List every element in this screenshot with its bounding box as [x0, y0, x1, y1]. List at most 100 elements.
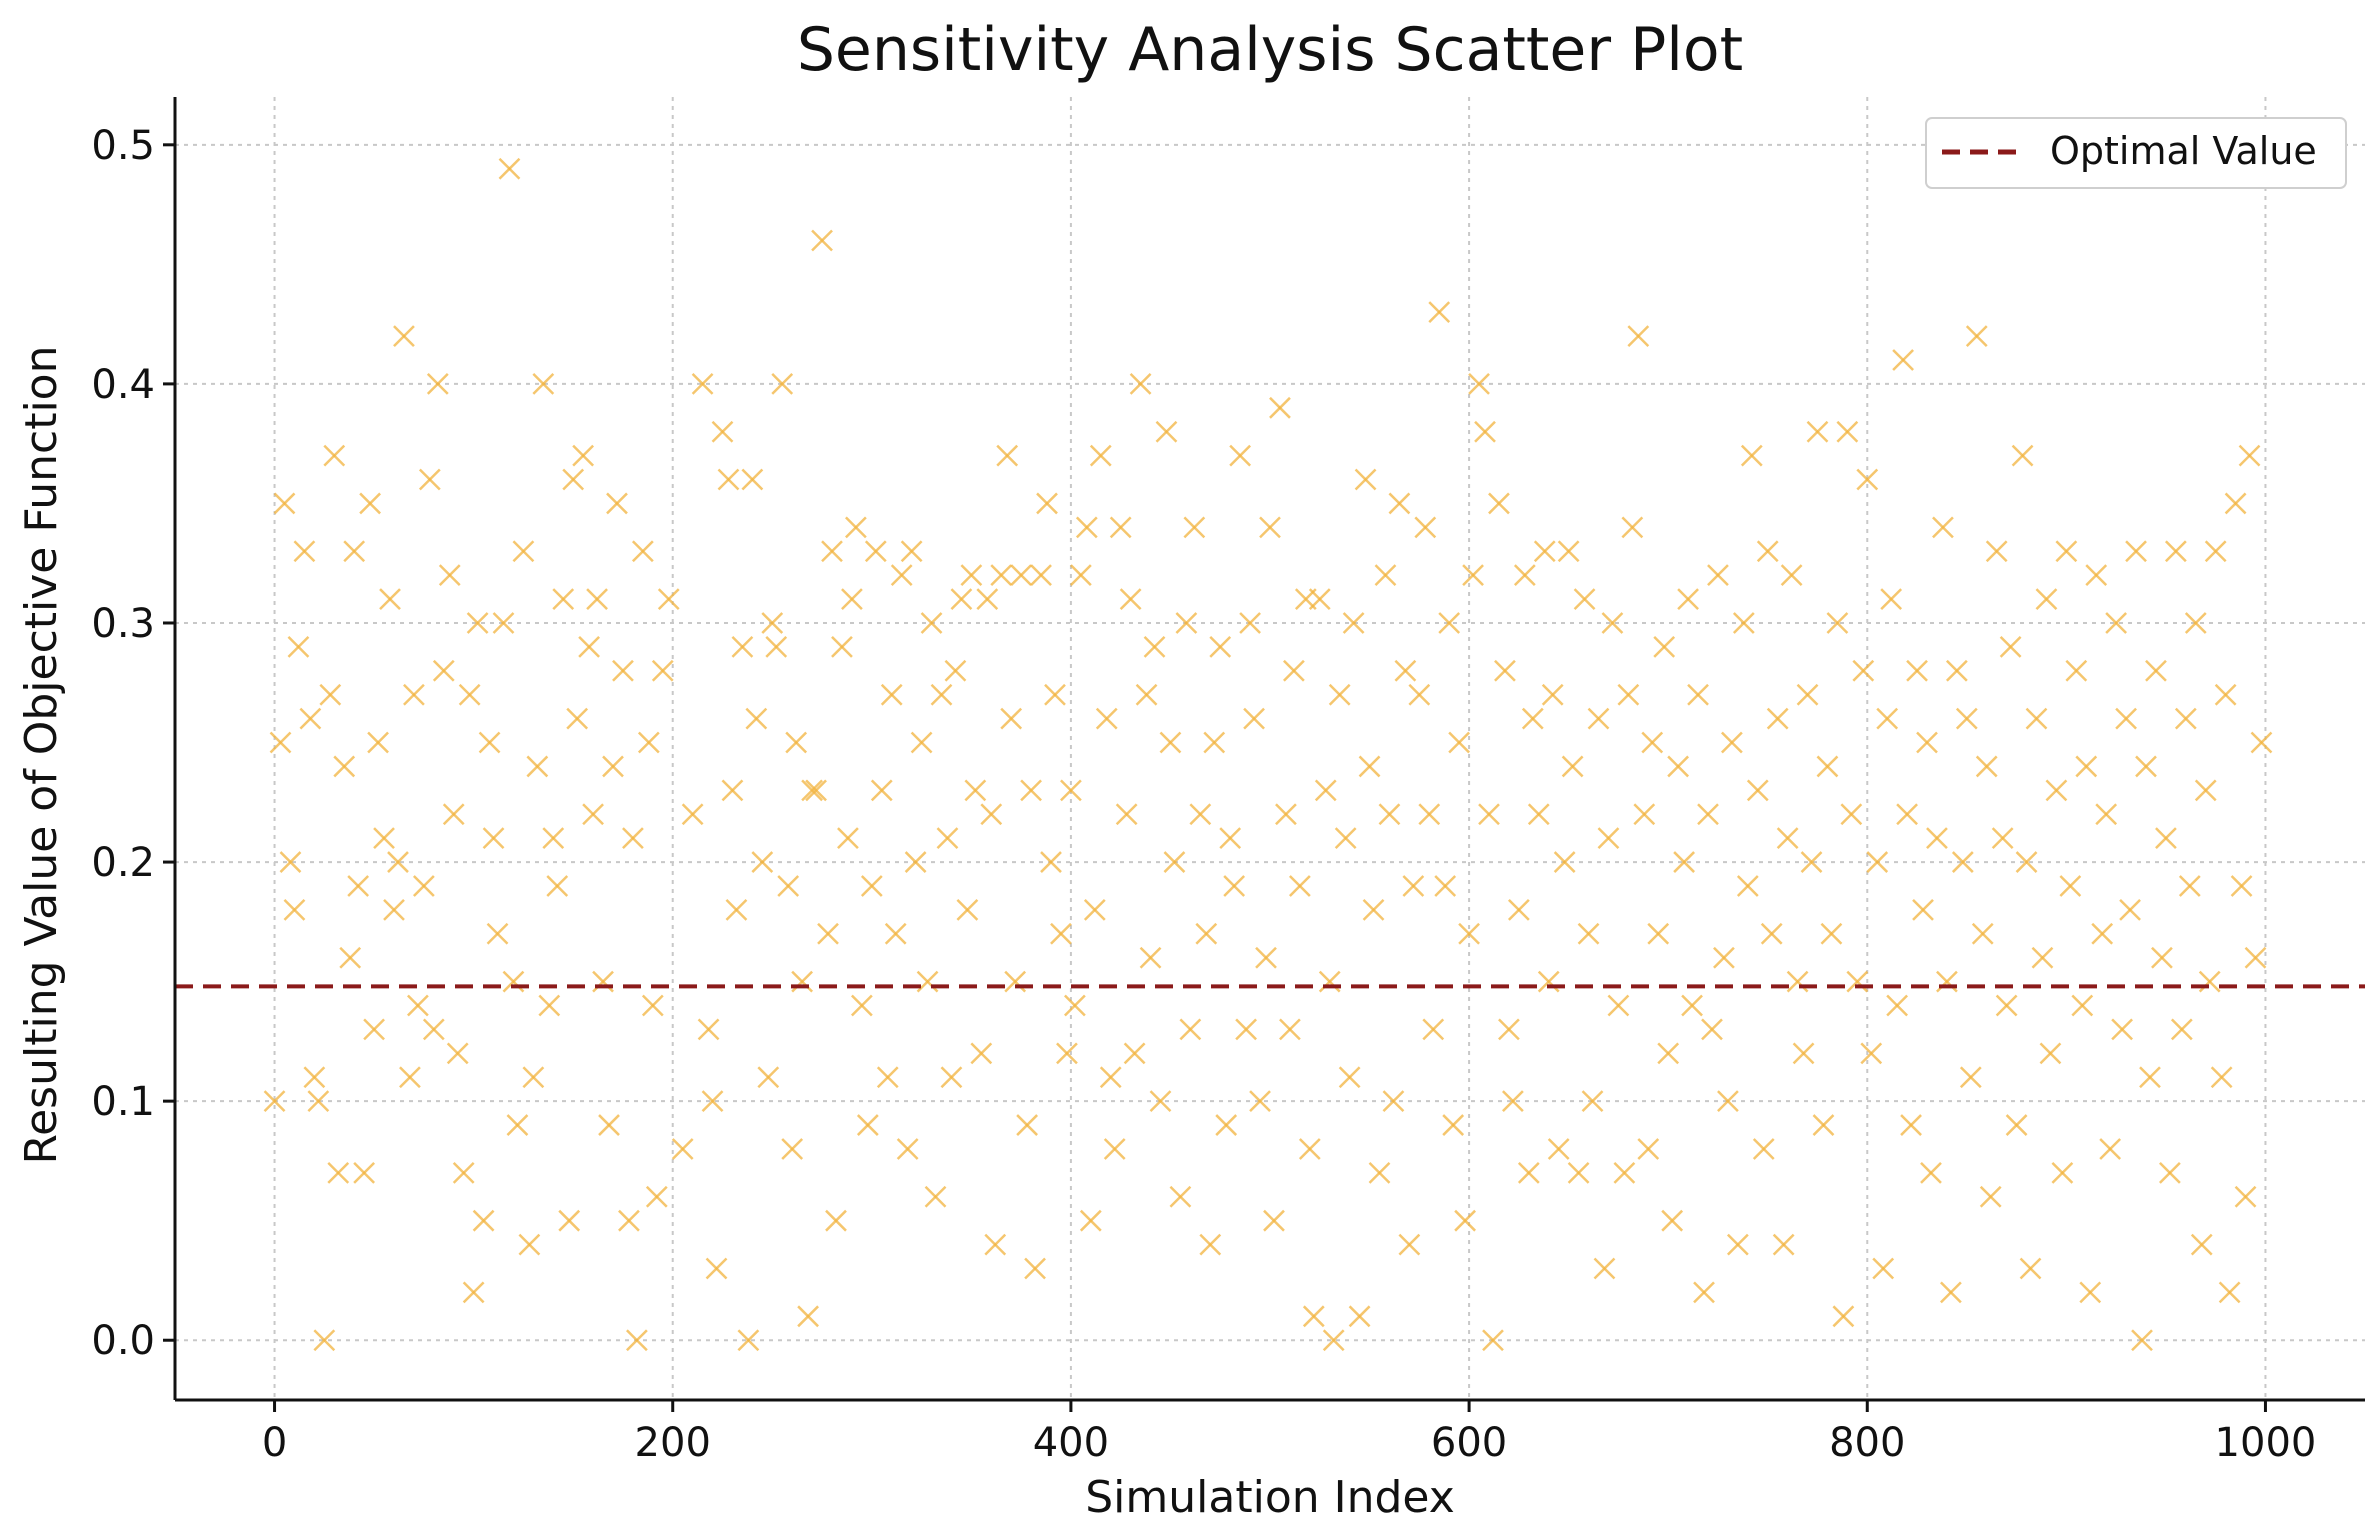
scatter-point	[498, 157, 521, 180]
scatter-point	[1547, 1138, 1570, 1160]
scatter-point	[582, 803, 604, 826]
scatter-point	[1394, 659, 1417, 682]
scatter-point	[2151, 946, 2173, 969]
scatter-point	[2019, 1257, 2042, 1280]
scatter-point	[1362, 898, 1385, 921]
scatter-point	[618, 1209, 640, 1232]
scatter-point	[1587, 707, 1610, 730]
scatter-point	[1965, 325, 1988, 347]
scatter-point	[777, 875, 800, 897]
scatter-point	[2051, 1161, 2074, 1184]
scatter-point	[2145, 659, 2167, 682]
scatter-point	[671, 1138, 694, 1160]
scatter-point	[1283, 659, 1305, 682]
scatter-point	[363, 1018, 385, 1041]
scatter-point	[856, 1114, 879, 1136]
scatter-point	[2218, 1281, 2241, 1304]
scatter-point	[1209, 636, 1232, 658]
scatter-point	[1103, 1138, 1126, 1160]
scatter-point	[1079, 1209, 1102, 1232]
scatter-point	[717, 468, 740, 491]
scatter-point	[1557, 540, 1580, 563]
scatter-point	[2085, 564, 2108, 587]
scatter-point	[1488, 492, 1510, 515]
scatter-point	[1334, 827, 1357, 850]
y-tick-label: 0.4	[91, 362, 155, 408]
scatter-point	[1428, 301, 1451, 324]
scatter-point	[1169, 1185, 1192, 1208]
scatter-point	[506, 1114, 529, 1136]
scatter-point	[1707, 564, 1729, 587]
scatter-point	[2238, 444, 2261, 467]
scatter-point	[1916, 731, 1938, 754]
scatter-point	[586, 588, 608, 610]
scatter-point	[1129, 373, 1152, 395]
scatter-point	[1044, 683, 1066, 706]
scatter-point	[2159, 1161, 2181, 1184]
scatter-point	[904, 851, 927, 873]
scatter-point	[1175, 612, 1198, 634]
scatter-point	[2065, 659, 2088, 682]
scatter-point	[472, 1209, 495, 1232]
y-tick-label: 0.0	[91, 1318, 155, 1364]
scatter-point	[458, 683, 481, 706]
scatter-point	[407, 994, 429, 1017]
scatter-point	[1766, 707, 1789, 730]
x-axis-label: Simulation Index	[1085, 1472, 1455, 1523]
scatter-point	[845, 516, 867, 539]
scatter-point	[1892, 349, 1914, 371]
scatter-point	[1517, 1161, 1540, 1184]
scatter-point	[1243, 707, 1265, 730]
y-tick-label: 0.2	[91, 840, 155, 886]
scatter-point	[657, 588, 680, 610]
x-tick-label: 0	[262, 1420, 287, 1466]
scatter-point	[1697, 803, 1719, 826]
scatter-point	[1900, 1114, 1922, 1136]
scatter-point	[2170, 1018, 2193, 1041]
scatter-point	[2035, 588, 2058, 610]
scatter-point	[1647, 922, 1670, 945]
scatter-point	[1382, 1090, 1405, 1113]
scatter-point	[273, 492, 296, 515]
scatter-point	[1024, 1257, 1046, 1280]
scatter-point	[1109, 516, 1132, 539]
scatter-point	[1581, 1090, 1604, 1113]
scatter-point	[1633, 803, 1656, 826]
scatter-point	[462, 1281, 485, 1304]
scatter-point	[1836, 420, 1859, 443]
scatter-point	[870, 779, 893, 802]
scatter-point	[1513, 564, 1536, 587]
x-tick-label: 200	[635, 1420, 711, 1466]
scatter-point	[2230, 875, 2253, 897]
scatter-point	[1621, 516, 1644, 539]
scatter-point	[626, 1329, 648, 1352]
scatter-point	[343, 540, 366, 563]
scatter-point	[1912, 898, 1934, 921]
scatter-point	[2164, 540, 2187, 563]
scatter-point	[910, 731, 933, 754]
scatter-point	[1183, 516, 1206, 539]
scatter-point	[1229, 444, 1252, 467]
scatter-point	[1414, 516, 1437, 539]
scatter-point	[1163, 851, 1186, 873]
scatter-point	[1368, 1161, 1391, 1184]
scatter-point	[984, 1233, 1007, 1256]
x-tick-label: 1000	[2215, 1420, 2317, 1466]
scatter-point	[970, 1042, 993, 1065]
scatter-point	[1816, 755, 1839, 778]
scatter-point	[379, 588, 401, 610]
scatter-point	[592, 970, 614, 993]
scatter-point	[1354, 468, 1377, 491]
scatter-point	[1896, 803, 1918, 826]
scatter-point	[478, 731, 501, 754]
scatter-point	[1553, 851, 1576, 873]
scatter-point	[2105, 612, 2128, 634]
scatter-point	[1314, 779, 1337, 802]
scatter-point	[1249, 1090, 1271, 1113]
scatter-point	[1541, 683, 1564, 706]
scatter-point	[731, 636, 754, 658]
scatter-point	[598, 1114, 620, 1136]
scatter-point	[612, 659, 634, 682]
scatter-point	[876, 1066, 899, 1089]
scatter-point	[1422, 1018, 1445, 1041]
